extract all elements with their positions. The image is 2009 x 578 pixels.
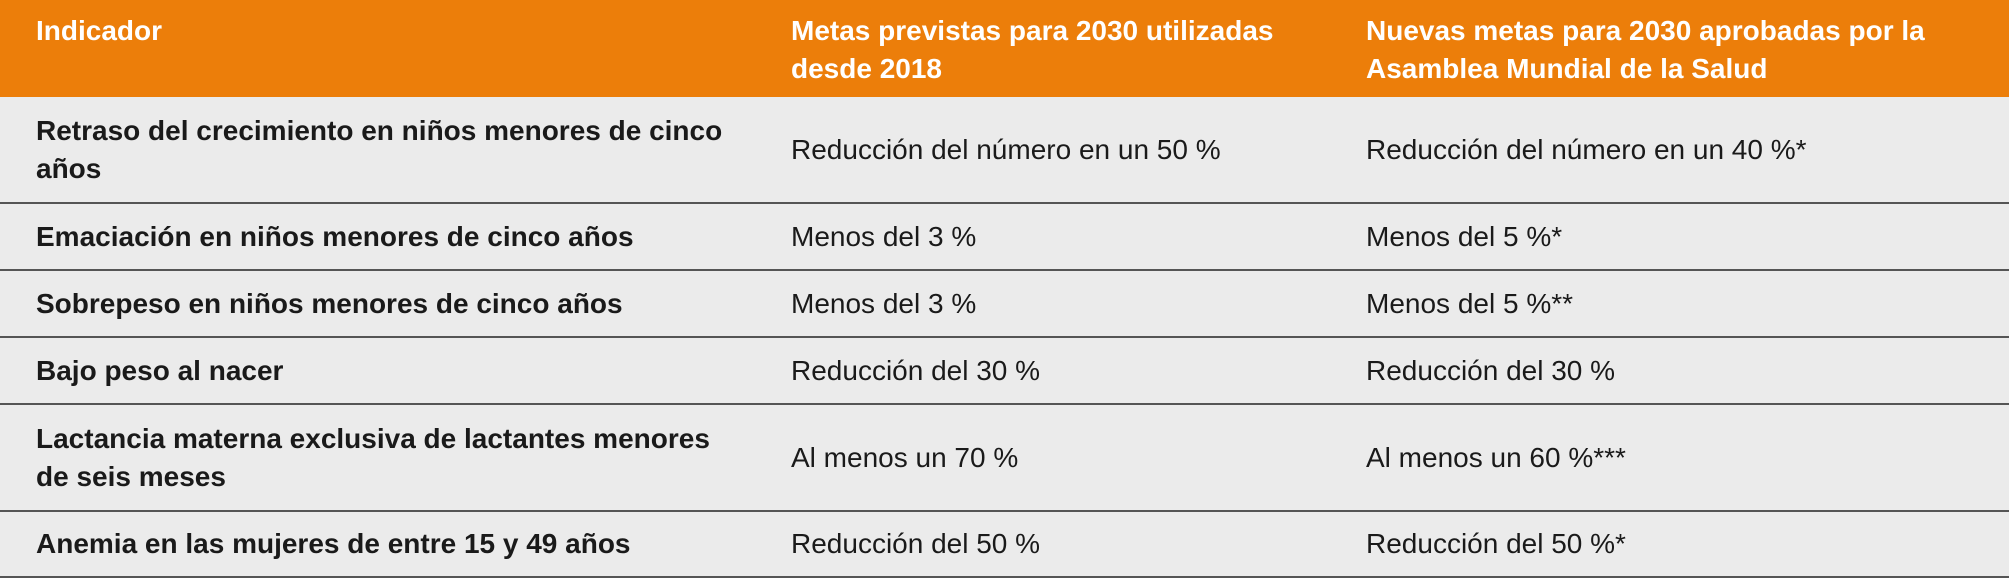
table-row: Lactancia materna exclusiva de lactantes… [0,405,2009,512]
target-new-cell: Menos del 5 %** [1366,287,1574,319]
indicator-cell: Sobrepeso en niños menores de cinco años [36,287,623,319]
target-new-cell: Reducción del 30 % [1366,354,1616,386]
target-2018-cell: Al menos un 70 % [791,441,1019,473]
table-row: Bajo peso al nacer Reducción del 30 % Re… [0,338,2009,405]
indicator-cell: Retraso del crecimiento en niños menores… [36,114,723,184]
table-row: Emaciación en niños menores de cinco año… [0,204,2009,271]
target-new-cell: Menos del 5 %* [1366,220,1563,252]
target-2018-cell: Reducción del 50 % [791,528,1041,559]
header-indicator: Indicador [36,15,163,46]
table-row: Sobrepeso en niños menores de cinco años… [0,271,2009,338]
target-new-cell: Al menos un 60 %*** [1366,441,1626,473]
header-targets-2018: Metas previstas para 2030 utilizadas des… [791,15,1274,84]
target-2018-cell: Reducción del 30 % [791,354,1041,386]
target-2018-cell: Menos del 3 % [791,287,977,319]
table-row: Anemia en las mujeres de entre 15 y 49 a… [0,512,2009,578]
target-2018-cell: Reducción del número en un 50 % [791,133,1221,165]
indicator-cell: Bajo peso al nacer [36,354,284,386]
indicator-cell: Lactancia materna exclusiva de lactantes… [36,422,710,492]
table-row: Retraso del crecimiento en niños menores… [0,97,2009,204]
indicator-cell: Emaciación en niños menores de cinco año… [36,220,634,252]
header-targets-new: Nuevas metas para 2030 aprobadas por la … [1366,15,1925,84]
table-header: Indicador Metas previstas para 2030 util… [0,0,2009,97]
target-new-cell: Reducción del número en un 40 %* [1366,133,1807,165]
target-new-cell: Reducción del 50 %* [1366,528,1626,559]
target-2018-cell: Menos del 3 % [791,220,977,252]
indicator-cell: Anemia en las mujeres de entre 15 y 49 a… [36,528,631,559]
